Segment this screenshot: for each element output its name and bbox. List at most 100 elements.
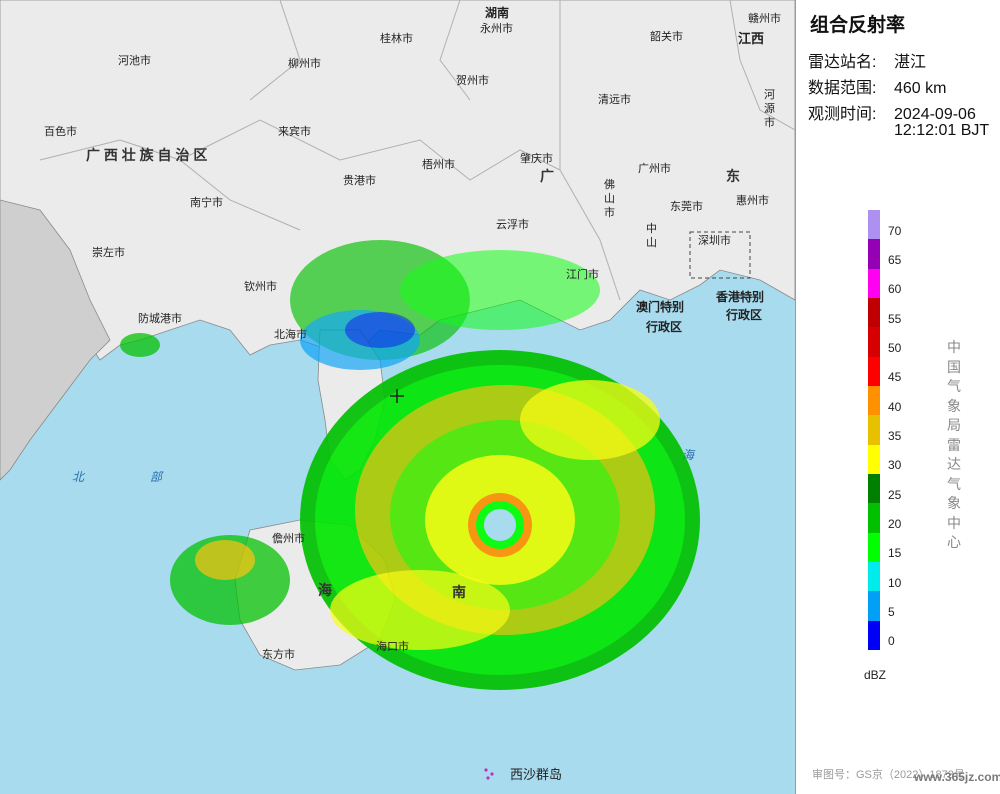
color-scale-segment [868,385,880,416]
time-date: 2024-09-06 [894,106,976,123]
color-scale-segment [868,444,880,474]
radar-map[interactable]: 河池市 柳州市 桂林市 湖南 永州市 赣州市 江西 韶关市 贺州市 清远市 河源… [0,0,795,794]
map-label-dongfang: 东方市 [262,649,295,661]
map-label-baise: 百色市 [44,126,77,138]
color-scale-bar [868,210,880,650]
color-scale-tick: 55 [888,311,902,326]
color-scale-segment [868,620,880,650]
footer: 审图号：GS京（2022）1873号 [812,766,965,782]
land-vietnam [0,199,111,481]
review-number: 审图号：GS京（2022）1873号 [812,769,965,781]
info-panel: 组合反射率 雷达站名: 湛江 数据范围: 460 km 观测时间: 2024-09-0… [795,0,1000,794]
color-scale-tick: 60 [888,282,902,297]
map-label-shenzhen: 深圳市 [698,235,731,247]
radar-site-marker [390,389,404,403]
color-scale-segment [868,327,880,357]
map-label-hai: 海 [318,582,332,598]
color-scale-tick: 50 [888,341,902,355]
color-scale-tick: 45 [888,370,902,385]
color-scale-tick: 5 [888,605,895,619]
color-scale-tick: 40 [888,399,902,414]
map-label-liuzhou: 柳州市 [288,58,321,70]
color-scale-segment [868,239,880,269]
color-scale-tick: 0 [888,634,895,649]
map-label-wuzhou: 梧州市 [422,159,455,171]
station-label: 雷达站名: [808,54,877,71]
range-label: 数据范围: [808,80,877,97]
watermark-row: www.365jz.com [914,770,1000,784]
time-row: 观测时间: 2024-09-06 [808,100,976,124]
color-scale-segment [868,473,880,504]
color-scale-segment [868,591,880,621]
color-scale-tick: 20 [888,517,902,531]
map-label-foshan: 佛山市 [604,179,615,219]
map-label-chongzuo: 崇左市 [92,247,125,259]
color-scale-segment [868,268,880,298]
map-label-shaoguan: 韶关市 [650,31,683,43]
map-label-yunfu: 云浮市 [496,219,529,231]
map-label-guangxi: 广 西 壮 族 自 治 区 [86,147,208,163]
color-scale-tick: 25 [888,487,902,502]
range-value: 460 km [894,80,947,97]
map-label-nanhai: 海 [682,448,695,462]
map-label-yongzhou: 永州市 [480,23,513,35]
color-scale-tick: 10 [888,575,902,590]
watermark: www.365jz.com [914,770,1000,784]
map-label-dongguan: 东莞市 [670,201,703,213]
radar-echo [120,240,700,690]
map-label-jiangmen: 江门市 [566,269,599,281]
time-clock: 12:12:01 BJT [894,122,990,139]
map-label-beihai: 北海市 [274,329,307,341]
product-title: 组合反射率 [810,15,906,36]
color-scale-segment [868,415,880,445]
map-label-qingyuan: 清远市 [598,94,631,106]
map-label-beibu2: 部 [150,470,163,484]
color-scale-segment [868,297,880,328]
province-borders [39,0,795,301]
color-scale-segment [868,503,880,533]
color-scale-segment [868,532,880,562]
map-label-xisha: 西沙群岛 [510,767,563,782]
color-scale-tick: 30 [888,458,902,473]
color-scale-segment [868,210,880,240]
map-label-nanning: 南宁市 [190,197,223,209]
map-label-macau2: 行政区 [646,320,683,334]
map-label-laibin: 来宾市 [278,126,311,138]
map-label-hongkong2: 行政区 [726,308,763,322]
map-label-huizhou: 惠州市 [736,195,769,207]
map-label-zhongshan: 中山 [646,223,657,249]
range-row: 数据范围: 460 km [808,74,946,98]
map-label-guangzhou: 广州市 [638,163,671,175]
station-value: 湛江 [894,54,927,71]
map-label-hongkong: 香港特别 [716,290,765,304]
color-scale-tick: 35 [888,429,902,443]
map-label-guigang: 贵港市 [343,175,376,187]
map-label-haikou: 海口市 [376,641,409,653]
color-scale-segment [868,561,880,592]
color-scale-segment [868,356,880,386]
map-label-zhaoqing: 肇庆市 [520,153,553,165]
map-label-guang: 广 [540,168,554,184]
organization-label: 中国气象局雷达气象中心 [947,339,961,550]
map-label-ganzhou: 赣州市 [748,13,781,25]
map-label-beibu1: 北 [72,470,85,484]
map-label-guilin: 桂林市 [380,33,413,45]
map-label-qinzhou: 钦州市 [244,281,277,293]
map-label-dong: 东 [726,168,740,184]
map-label-jiangxi: 江西 [738,31,765,46]
map-label-fangcheng: 防城港市 [138,313,182,325]
map-label-hechi: 河池市 [118,55,151,67]
color-scale-tick: 15 [888,546,902,561]
station-row: 雷达站名: 湛江 [808,48,926,72]
map-label-macau: 澳门特别 [636,300,685,314]
map-label-hunan: 湖南 [485,6,510,20]
map-label-heyuan: 河源市 [764,89,775,129]
map-label-danzhou: 儋州市 [272,533,305,545]
color-scale-tick: 70 [888,223,902,238]
color-scale-tick: 65 [888,253,902,267]
time-label: 观测时间: [808,106,877,123]
map-label-hezhou: 贺州市 [456,75,489,87]
map-label-nan: 南 [452,584,466,600]
color-scale-unit: dBZ [864,668,887,682]
